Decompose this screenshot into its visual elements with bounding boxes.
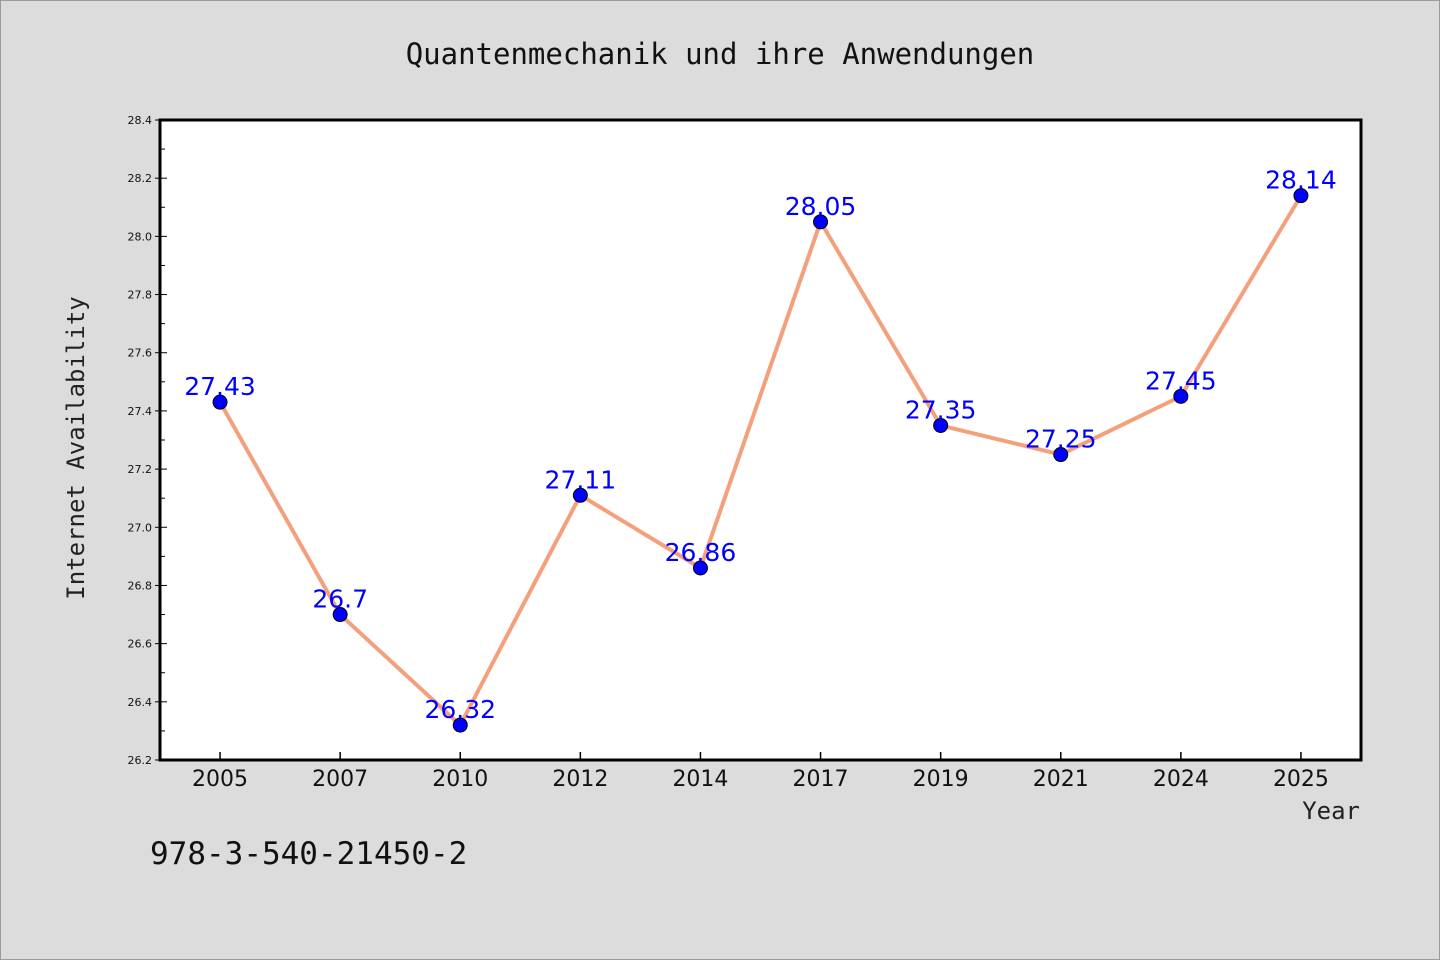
- data-label: 28.05: [785, 192, 857, 221]
- data-point: [813, 214, 829, 230]
- data-label: 27.45: [1145, 366, 1217, 395]
- y-tick-label: 27.0: [128, 521, 153, 534]
- x-tick-label: 2017: [793, 767, 849, 792]
- x-tick-label: 2021: [1033, 767, 1089, 792]
- x-axis: 2005 2007 2010 2012 2014 2017 2019 2021 2024 2025: [192, 752, 1329, 792]
- x-tick-label: 2014: [672, 767, 728, 792]
- data-label: 27.11: [545, 465, 617, 494]
- x-tick-label: 2012: [552, 767, 608, 792]
- isbn-footer: 978-3-540-21450-2: [150, 836, 467, 872]
- data-label: 26.32: [424, 695, 496, 724]
- x-tick-label: 2025: [1273, 767, 1329, 792]
- data-point: [933, 417, 949, 433]
- data-point: [572, 487, 588, 503]
- data-label: 26.7: [312, 585, 368, 614]
- x-tick-label: 2005: [192, 767, 248, 792]
- series-line: [218, 194, 1303, 728]
- y-tick-label: 28.0: [128, 230, 153, 243]
- data-labels: 27.43 26.7 26.32 27.11 26.86 28.05 27.35 27.25 2…: [184, 166, 1336, 724]
- y-tick-label: 26.4: [128, 696, 153, 709]
- y-tick-label: 27.4: [128, 405, 153, 418]
- x-axis-label: Year: [1302, 797, 1360, 825]
- y-tick-label: 26.2: [128, 754, 153, 767]
- data-label: 26.86: [665, 538, 737, 567]
- data-label: 28.14: [1265, 166, 1337, 195]
- data-point: [692, 560, 708, 576]
- y-tick-label: 28.2: [128, 172, 153, 185]
- data-label: 27.35: [905, 395, 977, 424]
- y-tick-label: 26.8: [128, 579, 153, 592]
- y-tick-label: 28.4: [128, 114, 153, 127]
- y-axis-label: Internet Availability: [62, 296, 90, 599]
- data-point: [1053, 447, 1069, 463]
- data-point: [332, 607, 348, 623]
- data-point: [452, 717, 468, 733]
- data-points: [212, 188, 1309, 733]
- y-tick-label: 27.8: [128, 289, 153, 302]
- data-point: [1173, 388, 1189, 404]
- y-tick-label: 27.6: [128, 347, 153, 360]
- chart-title: Quantenmechanik und ihre Anwendungen: [406, 37, 1035, 71]
- x-tick-label: 2024: [1153, 767, 1209, 792]
- x-tick-label: 2010: [432, 767, 488, 792]
- x-tick-label: 2019: [913, 767, 969, 792]
- plot-area: [158, 118, 1363, 762]
- data-point: [1293, 188, 1309, 204]
- data-label: 27.43: [184, 372, 256, 401]
- data-label: 27.25: [1025, 425, 1097, 454]
- data-point: [212, 394, 228, 410]
- y-tick-label: 26.6: [128, 638, 153, 651]
- y-axis: 26.2 26.4 26.6 26.8 27.0 27.2 27.4 27.6 27.8 28.0…: [128, 114, 167, 767]
- x-tick-label: 2007: [312, 767, 368, 792]
- y-tick-label: 27.2: [128, 463, 153, 476]
